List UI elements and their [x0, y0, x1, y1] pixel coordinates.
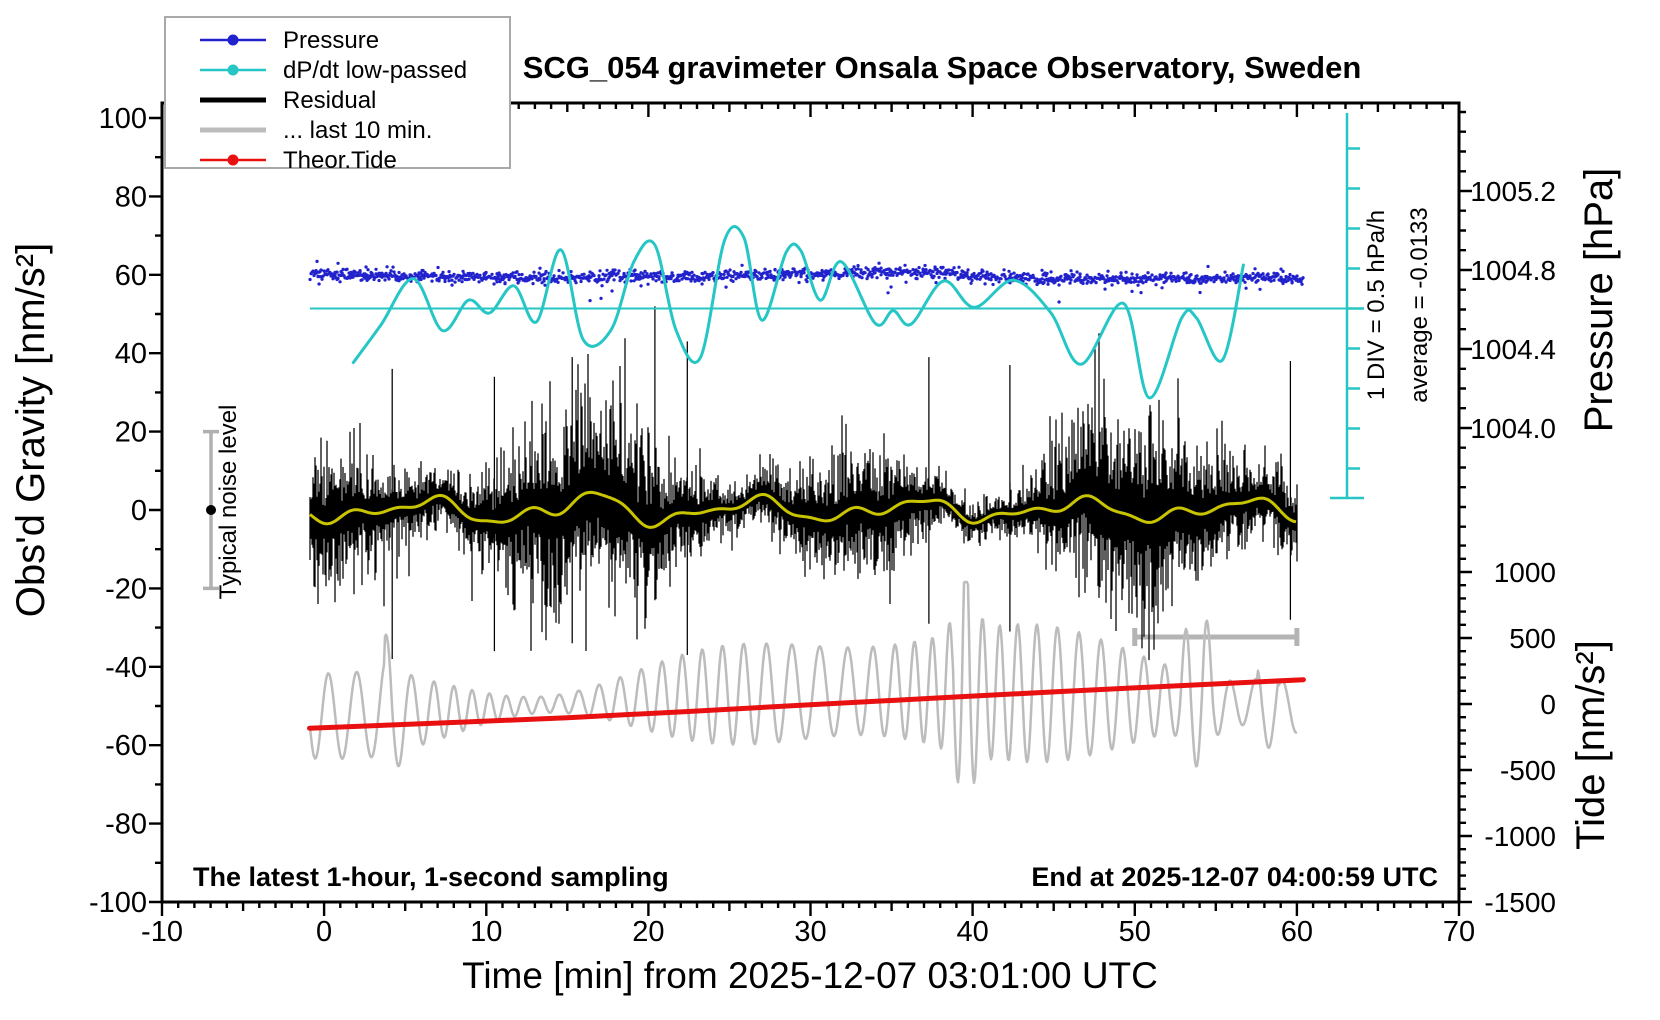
legend-dot-sample [227, 34, 239, 46]
typical-noise-dot [206, 505, 216, 515]
legend-label: Pressure [283, 27, 379, 54]
legend-label: Theor.Tide [283, 147, 397, 174]
gravity-tick-label: 20 [115, 417, 147, 449]
gravity-tick-label: -20 [105, 573, 147, 605]
x-tick-label: 50 [1119, 916, 1151, 948]
gravity-tick-label: -40 [105, 652, 147, 684]
x-tick-label: 20 [632, 916, 664, 948]
gravity-tick-label: 0 [131, 495, 147, 527]
pressure-axis-label: Pressure [hPa] [1577, 168, 1621, 433]
pressure-tick-label: 1005.2 [1470, 176, 1556, 207]
tide-tick-label: 0 [1540, 689, 1556, 720]
div-scale-annotation: 1 DIV = 0.5 hPa/h [1363, 210, 1390, 400]
axis-ticks-layer: -10 0 10 20 30 40 50 60 70-100-80-60-40-20020406… [89, 103, 1556, 948]
legend-item-last10min: ... last 10 min. [200, 117, 432, 144]
gravity-tick-label: 40 [115, 338, 147, 370]
x-tick-label: 30 [794, 916, 826, 948]
x-axis-label: Time [min] from 2025-12-07 03:01:00 UTC [462, 955, 1158, 996]
x-tick-label: 40 [956, 916, 988, 948]
gravity-tick-label: 80 [115, 181, 147, 213]
residual-smoothed-curve [309, 490, 1297, 529]
legend-item-residual: Residual [200, 87, 376, 114]
end-time-note: End at 2025-12-07 04:00:59 UTC [1031, 862, 1438, 892]
gravity-tick-label: -60 [105, 730, 147, 762]
average-annotation: average = -0.0133 [1406, 207, 1433, 402]
legend-item-pressure: Pressure [200, 27, 379, 54]
last-10-min-curve [308, 580, 1298, 785]
left-axis-label: Obs'd Gravity [nm/s²] [9, 243, 53, 617]
curves-layer [203, 113, 1364, 785]
tide-tick-label: -500 [1500, 755, 1556, 786]
legend-item-dpdt: dP/dt low-passed [200, 57, 467, 84]
x-tick-label: 10 [470, 916, 502, 948]
chart-title: SCG_054 gravimeter Onsala Space Observat… [523, 50, 1362, 85]
tide-axis-label: Tide [nm/s²] [1569, 640, 1613, 850]
dpdt-curve [351, 225, 1245, 400]
legend-label: Residual [283, 87, 376, 114]
residual-noise-band [309, 306, 1298, 661]
ten-minute-scale-bar [1132, 628, 1300, 646]
tide-tick-label: 500 [1509, 623, 1556, 654]
gravity-tick-label: 60 [115, 260, 147, 292]
tide-tick-label: -1000 [1484, 821, 1556, 852]
x-tick-label: 70 [1443, 916, 1475, 948]
tide-tick-label: 1000 [1494, 557, 1556, 588]
legend-box [164, 16, 511, 169]
sampling-note: The latest 1-hour, 1-second sampling [193, 862, 669, 892]
legend-item-theortide: Theor.Tide [200, 147, 397, 174]
div-scale-bar [1330, 113, 1364, 500]
x-tick-label: 0 [316, 916, 332, 948]
gravity-tick-label: 100 [99, 103, 147, 135]
legend-label: ... last 10 min. [283, 117, 432, 144]
gravity-tick-label: -100 [89, 887, 147, 919]
legend-dot-sample [227, 154, 239, 166]
theor-tide-curve [307, 677, 1306, 731]
legend-dot-sample [227, 64, 239, 76]
x-tick-label: -10 [141, 916, 183, 948]
pressure-tick-label: 1004.4 [1470, 334, 1556, 365]
legend: Pressure dP/dt low-passed Residual ... l… [164, 16, 511, 174]
x-tick-label: 60 [1281, 916, 1313, 948]
tide-tick-label: -1500 [1484, 887, 1556, 918]
pressure-tick-label: 1004.8 [1470, 255, 1556, 286]
pressure-tick-label: 1004.0 [1470, 413, 1556, 444]
typical-noise-label: Typical noise level [215, 405, 242, 600]
plot-frame [160, 101, 1461, 904]
gravity-tick-label: -80 [105, 809, 147, 841]
pressure-curve [308, 259, 1305, 304]
legend-label: dP/dt low-passed [283, 57, 467, 84]
